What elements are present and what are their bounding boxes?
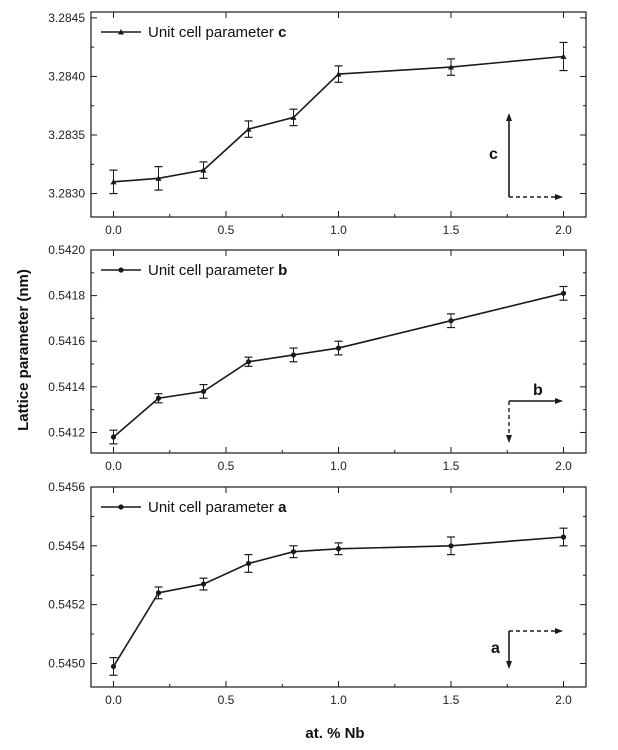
data-point [155,590,162,596]
data-point [200,167,207,173]
data-point [448,543,454,549]
x-axis-title: at. % Nb [305,725,364,742]
inset-label: c [489,146,498,163]
data-point [448,318,454,324]
inset-label: a [491,640,500,657]
data-point [448,64,454,70]
legend-label-a: Unit cell parameter a [148,499,287,516]
panels-group: 0.0 0.5 1.0 1.5 2.0 3.2830 3.2835 3.2840 3.2845 U… [48,11,587,707]
data-point [335,345,342,351]
data-point [560,534,567,540]
inset-label: b [533,382,543,399]
y-tick-label: 0.5420 [48,243,85,257]
inset-solid-arrowhead [555,398,563,404]
data-point [335,546,342,552]
series-line-c [113,55,564,183]
data-point [245,359,252,365]
series-line-a [112,536,564,667]
x-tick-label: 0.0 [105,693,122,707]
legend-label-c: Unit cell parameter c [148,24,286,41]
data-point [560,290,567,296]
data-point [560,53,567,60]
y-tick-label: 3.2845 [48,11,85,25]
x-tick-label: 2.0 [555,693,572,707]
y-tick-label: 3.2835 [48,128,85,142]
inset-solid-arrowhead [506,661,512,669]
x-tick-label: 2.0 [555,459,572,473]
legend-marker [118,29,124,35]
data-point [245,560,252,567]
x-tick-label: 1.5 [443,459,460,473]
legend-param-letter: b [278,262,287,279]
data-point [290,114,297,120]
inset-axes-b: b [506,382,563,443]
y-tick-label: 0.5418 [48,289,85,303]
y-axis-title: Lattice parameter (nm) [15,269,32,431]
data-point [245,126,252,132]
data-point [155,175,162,181]
legend-marker [118,504,124,510]
data-point [110,178,117,185]
inset-axes-a: a [491,628,563,669]
y-tick-label: 0.5450 [48,656,85,670]
inset-dashed-arrowhead [506,435,512,443]
legend-label-text: Unit cell parameter [148,24,278,41]
legend-label-text: Unit cell parameter [148,262,278,279]
series-line-b [112,292,564,438]
data-point [290,549,297,555]
inset-dashed-arrowhead [555,628,563,634]
x-tick-label: 0.5 [218,223,235,237]
panel-a: 0.0 0.5 1.0 1.5 2.0 0.5450 0.5452 0.5454 0.5456 U… [48,480,587,707]
y-tick-label: 3.2830 [48,187,85,201]
legend-param-letter: a [278,499,287,516]
x-tick-label: 0.0 [105,223,122,237]
legend-label-b: Unit cell parameter b [148,262,287,279]
x-tick-label: 0.5 [218,693,235,707]
inset-axes-c: c [489,113,563,200]
y-tick-label: 0.5452 [48,598,85,612]
inset-dashed-arrowhead [555,194,563,200]
data-point [290,352,297,358]
x-tick-label: 1.0 [330,223,347,237]
data-point [200,581,207,587]
data-point [110,434,117,440]
data-point [155,395,162,401]
legend-param-letter: c [278,24,286,41]
x-tick-label: 2.0 [555,223,572,237]
y-tick-label: 0.5414 [48,380,85,394]
panel-b: 0.0 0.5 1.0 1.5 2.0 0.5412 0.5414 0.5416 0.5418 0… [48,243,587,473]
panel-c: 0.0 0.5 1.0 1.5 2.0 3.2830 3.2835 3.2840 3.2845 U… [48,11,587,237]
data-point [110,663,117,670]
x-tick-label: 1.0 [330,459,347,473]
y-tick-label: 0.5416 [48,334,85,348]
y-tick-label: 3.2840 [48,69,85,83]
data-point [335,71,342,77]
x-tick-label: 1.5 [443,693,460,707]
x-tick-label: 1.0 [330,693,347,707]
x-tick-label: 1.5 [443,223,460,237]
x-tick-label: 0.5 [218,459,235,473]
data-point [200,388,207,395]
legend-marker [118,267,124,273]
inset-solid-arrowhead [506,113,512,121]
y-tick-label: 0.5456 [48,480,85,494]
y-tick-label: 0.5454 [48,539,85,553]
y-tick-label: 0.5412 [48,425,85,439]
legend-label-text: Unit cell parameter [148,499,278,516]
x-tick-label: 0.0 [105,459,122,473]
